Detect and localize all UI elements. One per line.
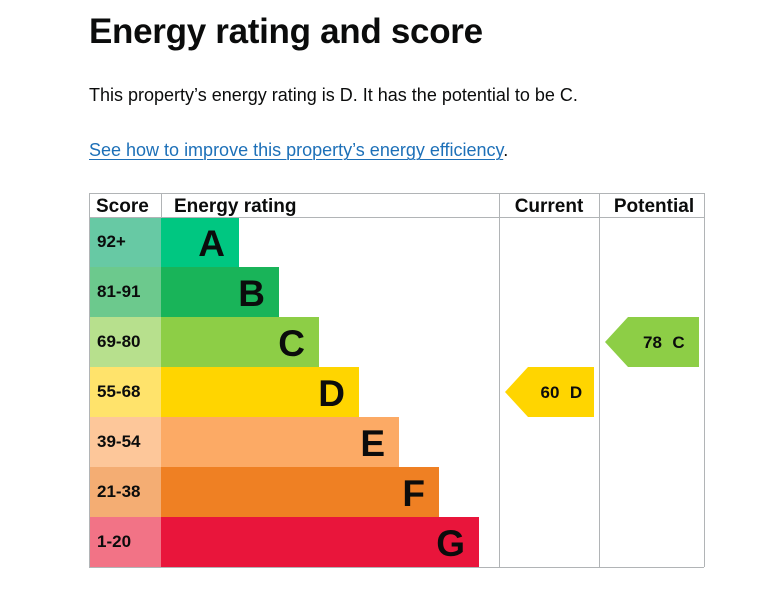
current-rating-arrow — [505, 367, 594, 417]
current-rating-letter: D — [570, 383, 582, 402]
rating-bar-e — [161, 417, 399, 467]
header-energy-rating: Energy rating — [174, 196, 296, 217]
score-range-c: 69-80 — [97, 332, 140, 351]
score-cell-e — [89, 417, 161, 467]
score-range-a: 92+ — [97, 232, 126, 251]
rating-letter-b: B — [238, 273, 265, 314]
header-potential: Potential — [614, 196, 694, 217]
improve-line: See how to improve this property’s energ… — [89, 139, 508, 161]
link-trailing-period: . — [503, 140, 509, 160]
potential-rating-arrow — [605, 317, 699, 367]
rating-letter-e: E — [360, 423, 385, 464]
score-cell-g — [89, 517, 161, 567]
improve-efficiency-link[interactable]: See how to improve this property’s energ… — [89, 140, 504, 160]
score-range-e: 39-54 — [97, 432, 141, 451]
rating-bar-a — [161, 217, 239, 267]
rating-bar-g — [161, 517, 479, 567]
score-cell-f — [89, 467, 161, 517]
rating-letter-f: F — [402, 473, 425, 514]
score-range-d: 55-68 — [97, 382, 140, 401]
rating-letter-d: D — [318, 373, 345, 414]
rating-bar-b — [161, 267, 279, 317]
rating-bar-c — [161, 317, 319, 367]
score-range-g: 1-20 — [97, 532, 131, 551]
header-score: Score — [96, 196, 149, 217]
potential-rating-letter: C — [672, 333, 684, 352]
score-range-f: 21-38 — [97, 482, 140, 501]
header-current: Current — [515, 196, 584, 217]
rating-bar-f — [161, 467, 439, 517]
rating-letter-a: A — [198, 223, 225, 264]
score-cell-b — [89, 267, 161, 317]
rating-bands: 92+ A 81-91 B 69-80 C 55-68 D 39-54 E 21-38 F 1-20 G — [89, 217, 479, 567]
score-cell-c — [89, 317, 161, 367]
chart-headers: Score Energy rating Current Potential — [96, 196, 694, 217]
rating-letter-g: G — [436, 523, 465, 564]
score-cell-a — [89, 217, 161, 267]
page-title: Energy rating and score — [89, 12, 483, 51]
rating-letter-c: C — [278, 323, 305, 364]
score-range-b: 81-91 — [97, 282, 140, 301]
rating-summary: This property’s energy rating is D. It h… — [89, 85, 578, 105]
chart-grid — [89, 193, 705, 568]
score-cell-d — [89, 367, 161, 417]
rating-arrows: 60 D 78 C — [505, 317, 699, 417]
rating-bar-d — [161, 367, 359, 417]
potential-rating-score: 78 — [643, 333, 662, 352]
current-rating-score: 60 — [541, 383, 560, 402]
